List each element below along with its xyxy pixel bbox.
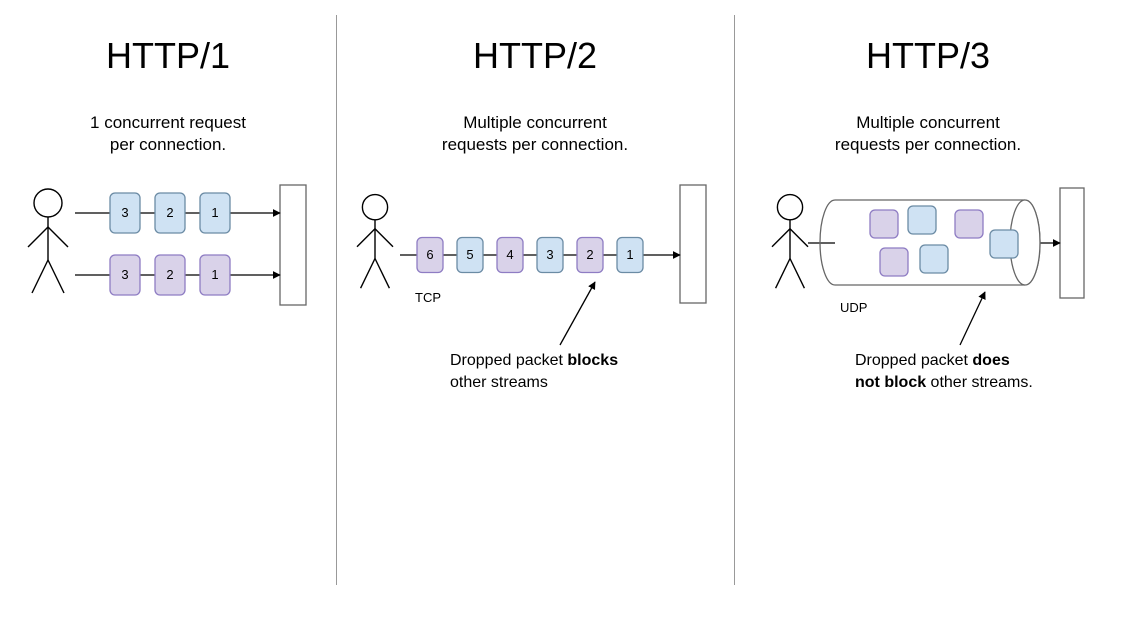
panel-http1: HTTP/1 1 concurrent requestper connectio…: [0, 0, 336, 630]
http2-protocol-label: TCP: [415, 290, 441, 305]
http1-title: HTTP/1: [0, 35, 336, 77]
http1-subtitle: 1 concurrent requestper connection.: [0, 112, 336, 156]
http2-title: HTTP/2: [336, 35, 734, 77]
http2-subtitle-text: Multiple concurrentrequests per connecti…: [442, 113, 628, 154]
panel-http3: HTTP/3 Multiple concurrentrequests per c…: [734, 0, 1122, 630]
panel-http2: HTTP/2 Multiple concurrentrequests per c…: [336, 0, 734, 630]
http2-subtitle: Multiple concurrentrequests per connecti…: [336, 112, 734, 156]
http3-protocol-label: UDP: [840, 300, 867, 315]
http3-caption: Dropped packet doesnot block other strea…: [855, 350, 1033, 393]
divider-2: [734, 15, 735, 585]
divider-1: [336, 15, 337, 585]
http3-title: HTTP/3: [734, 35, 1122, 77]
http3-subtitle: Multiple concurrentrequests per connecti…: [734, 112, 1122, 156]
http2-caption: Dropped packet blocksother streams: [450, 350, 618, 393]
http1-subtitle-text: 1 concurrent requestper connection.: [90, 113, 246, 154]
http3-subtitle-text: Multiple concurrentrequests per connecti…: [835, 113, 1021, 154]
